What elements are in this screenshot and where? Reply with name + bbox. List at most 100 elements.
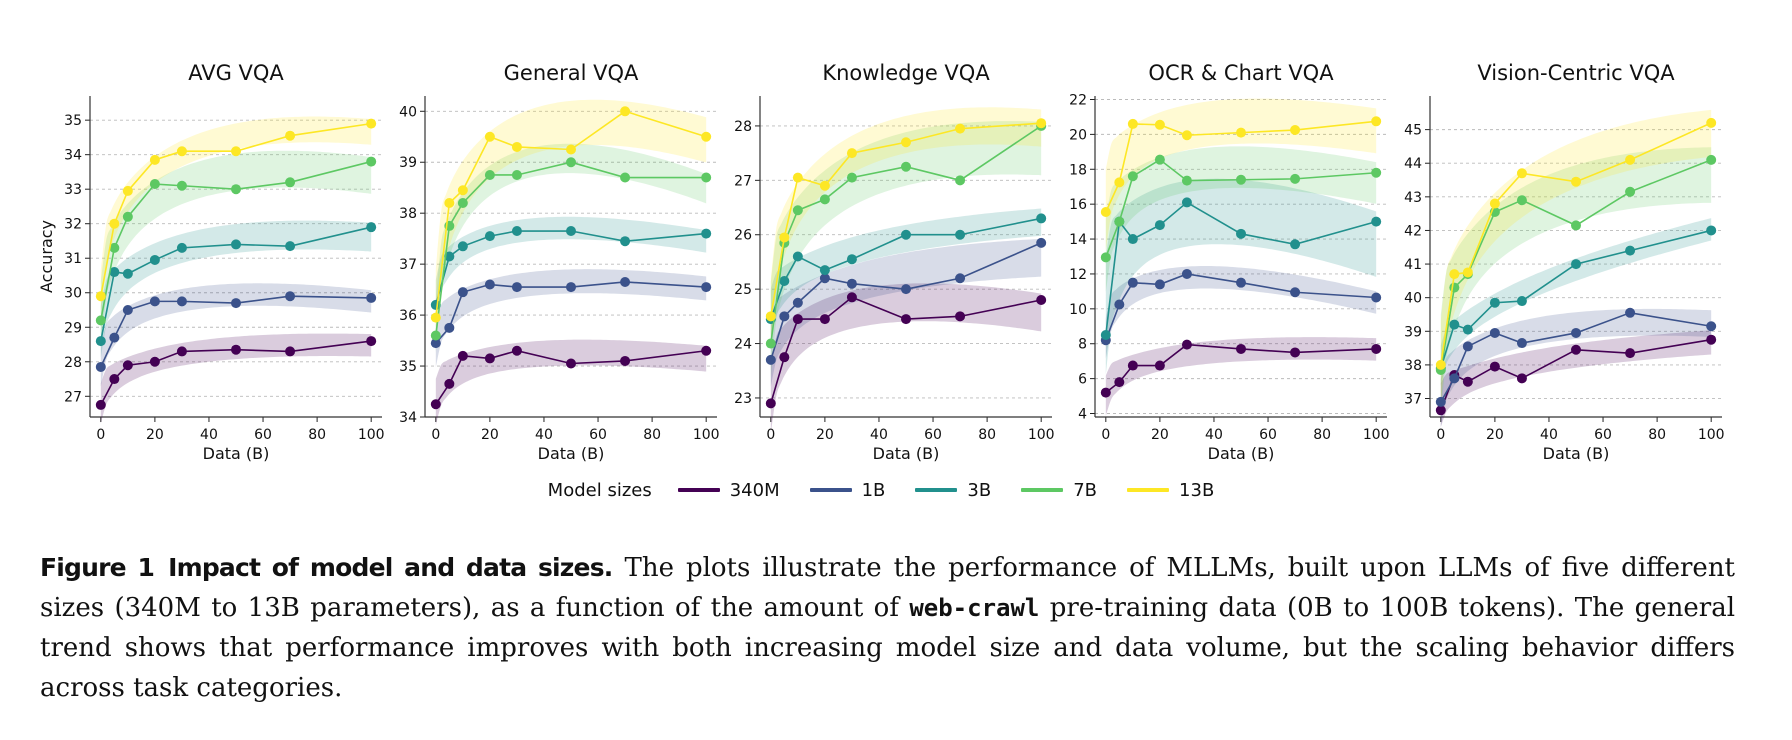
- caption-code: web-crawl: [909, 594, 1040, 622]
- data-point-7b: [1154, 154, 1165, 165]
- data-point-13b: [366, 118, 377, 129]
- confidence-band-1b: [770, 238, 1042, 387]
- y-tick-label: 42: [1404, 223, 1422, 239]
- data-point-3b: [109, 267, 120, 278]
- data-point-13b: [765, 311, 776, 322]
- data-point-7b: [149, 179, 160, 190]
- data-point-3b: [122, 268, 133, 279]
- y-tick-label: 35: [399, 359, 417, 375]
- y-tick-label: 45: [1404, 123, 1422, 139]
- data-point-7b: [620, 172, 631, 183]
- confidence-band-340m: [1105, 337, 1377, 416]
- data-point-1b: [620, 276, 631, 287]
- y-tick-label: 20: [1069, 127, 1087, 143]
- y-tick-label: 33: [64, 182, 82, 198]
- data-point-340m: [1100, 387, 1111, 398]
- data-point-1b: [955, 273, 966, 284]
- data-point-3b: [1036, 213, 1047, 224]
- x-tick-label: 40: [200, 427, 218, 443]
- data-point-7b: [231, 184, 241, 195]
- x-tick-label: 20: [1486, 427, 1504, 443]
- data-point-13b: [792, 172, 803, 183]
- subplot-knowledge-vqa: Knowledge VQA 23 24 25 26 27 28 0 20 40 60 80 100 Dat…: [734, 61, 1054, 463]
- data-point-13b: [1236, 127, 1246, 138]
- y-tick-label: 29: [64, 320, 82, 336]
- x-tick-label: 40: [535, 427, 553, 443]
- data-point-13b: [1449, 269, 1460, 280]
- data-point-3b: [231, 239, 241, 250]
- confidence-band-13b: [100, 116, 372, 316]
- data-point-13b: [1290, 125, 1301, 136]
- y-tick-label: 16: [1069, 197, 1087, 213]
- data-point-7b: [765, 338, 776, 349]
- x-tick-label: 20: [481, 427, 499, 443]
- y-tick-label: 40: [399, 104, 417, 120]
- data-point-1b: [1449, 373, 1460, 384]
- legend-label-1b: 1B: [861, 479, 886, 501]
- subplot-avg-vqa: AVG VQA 27 28 29 30 31 32 33 34 35 0 20 40 60 80 100 Dat…: [37, 61, 385, 463]
- legend-swatch-340m: [677, 488, 720, 492]
- x-tick-label: 100: [1363, 427, 1390, 443]
- data-point-3b: [1127, 234, 1138, 245]
- data-point-1b: [1181, 268, 1192, 279]
- caption-bold-title: Impact of model and data sizes.: [168, 553, 613, 582]
- data-point-3b: [955, 229, 966, 240]
- data-point-13b: [430, 312, 441, 323]
- data-point-340m: [1706, 334, 1717, 345]
- legend-swatch-7b: [1021, 488, 1064, 492]
- data-point-340m: [701, 345, 712, 356]
- y-tick-label: 4: [1078, 407, 1087, 423]
- series-line-7b: [1105, 158, 1377, 258]
- data-point-340m: [620, 355, 631, 366]
- confidence-band-1b: [100, 283, 372, 387]
- legend-swatch-1b: [809, 488, 852, 492]
- x-tick-label: 60: [1259, 427, 1277, 443]
- y-tick-label: 28: [64, 355, 82, 371]
- data-point-1b: [1516, 338, 1527, 349]
- data-point-3b: [566, 226, 576, 237]
- data-point-3b: [1181, 197, 1192, 208]
- y-tick-label: 35: [64, 113, 82, 129]
- confidence-band-340m: [770, 283, 1042, 434]
- data-point-13b: [511, 141, 522, 152]
- x-tick-label: 0: [766, 427, 775, 443]
- x-axis-label: Data (B): [873, 444, 940, 463]
- data-point-7b: [701, 172, 712, 183]
- y-tick-label: 18: [1069, 162, 1087, 178]
- legend-item-340m: 340M: [677, 480, 780, 501]
- data-point-13b: [701, 131, 712, 142]
- x-tick-label: 100: [1028, 427, 1055, 443]
- confidence-band-340m: [1440, 330, 1712, 427]
- data-point-340m: [95, 399, 106, 410]
- y-tick-label: 24: [734, 337, 752, 353]
- confidence-band-13b: [1105, 98, 1377, 251]
- data-point-13b: [1036, 118, 1047, 129]
- confidence-band-13b: [770, 107, 1042, 346]
- subplot-vision-centric-vqa: Vision-Centric VQA 37 38 39 40 41 42 43 44 45 0 20 4…: [1404, 61, 1724, 463]
- data-point-1b: [430, 338, 441, 349]
- data-point-1b: [1154, 279, 1165, 290]
- legend-item-7b: 7B: [1021, 480, 1097, 501]
- data-point-3b: [1462, 324, 1473, 335]
- y-tick-label: 30: [64, 286, 82, 302]
- x-tick-label: 80: [643, 427, 661, 443]
- data-point-13b: [484, 131, 495, 142]
- data-point-13b: [95, 291, 106, 302]
- data-point-3b: [1154, 220, 1165, 231]
- data-point-340m: [1154, 360, 1165, 371]
- data-point-13b: [1435, 359, 1446, 370]
- data-point-340m: [149, 356, 160, 367]
- caption-figure-label: Figure 1: [40, 553, 155, 582]
- data-point-13b: [444, 198, 455, 208]
- data-point-340m: [1036, 295, 1047, 306]
- y-tick-label: 38: [1404, 358, 1422, 374]
- y-tick-label: 32: [64, 217, 82, 233]
- data-point-1b: [1462, 341, 1473, 352]
- data-point-340m: [1127, 360, 1138, 371]
- subplot-title: OCR & Chart VQA: [1148, 61, 1334, 85]
- figure-caption: Figure 1 Impact of model and data sizes. …: [40, 548, 1735, 708]
- x-tick-label: 40: [870, 427, 888, 443]
- caption-text-2: pre-training data (0B to 100B tokens). T…: [40, 593, 1736, 703]
- data-point-340m: [846, 292, 857, 303]
- x-tick-label: 40: [1205, 427, 1223, 443]
